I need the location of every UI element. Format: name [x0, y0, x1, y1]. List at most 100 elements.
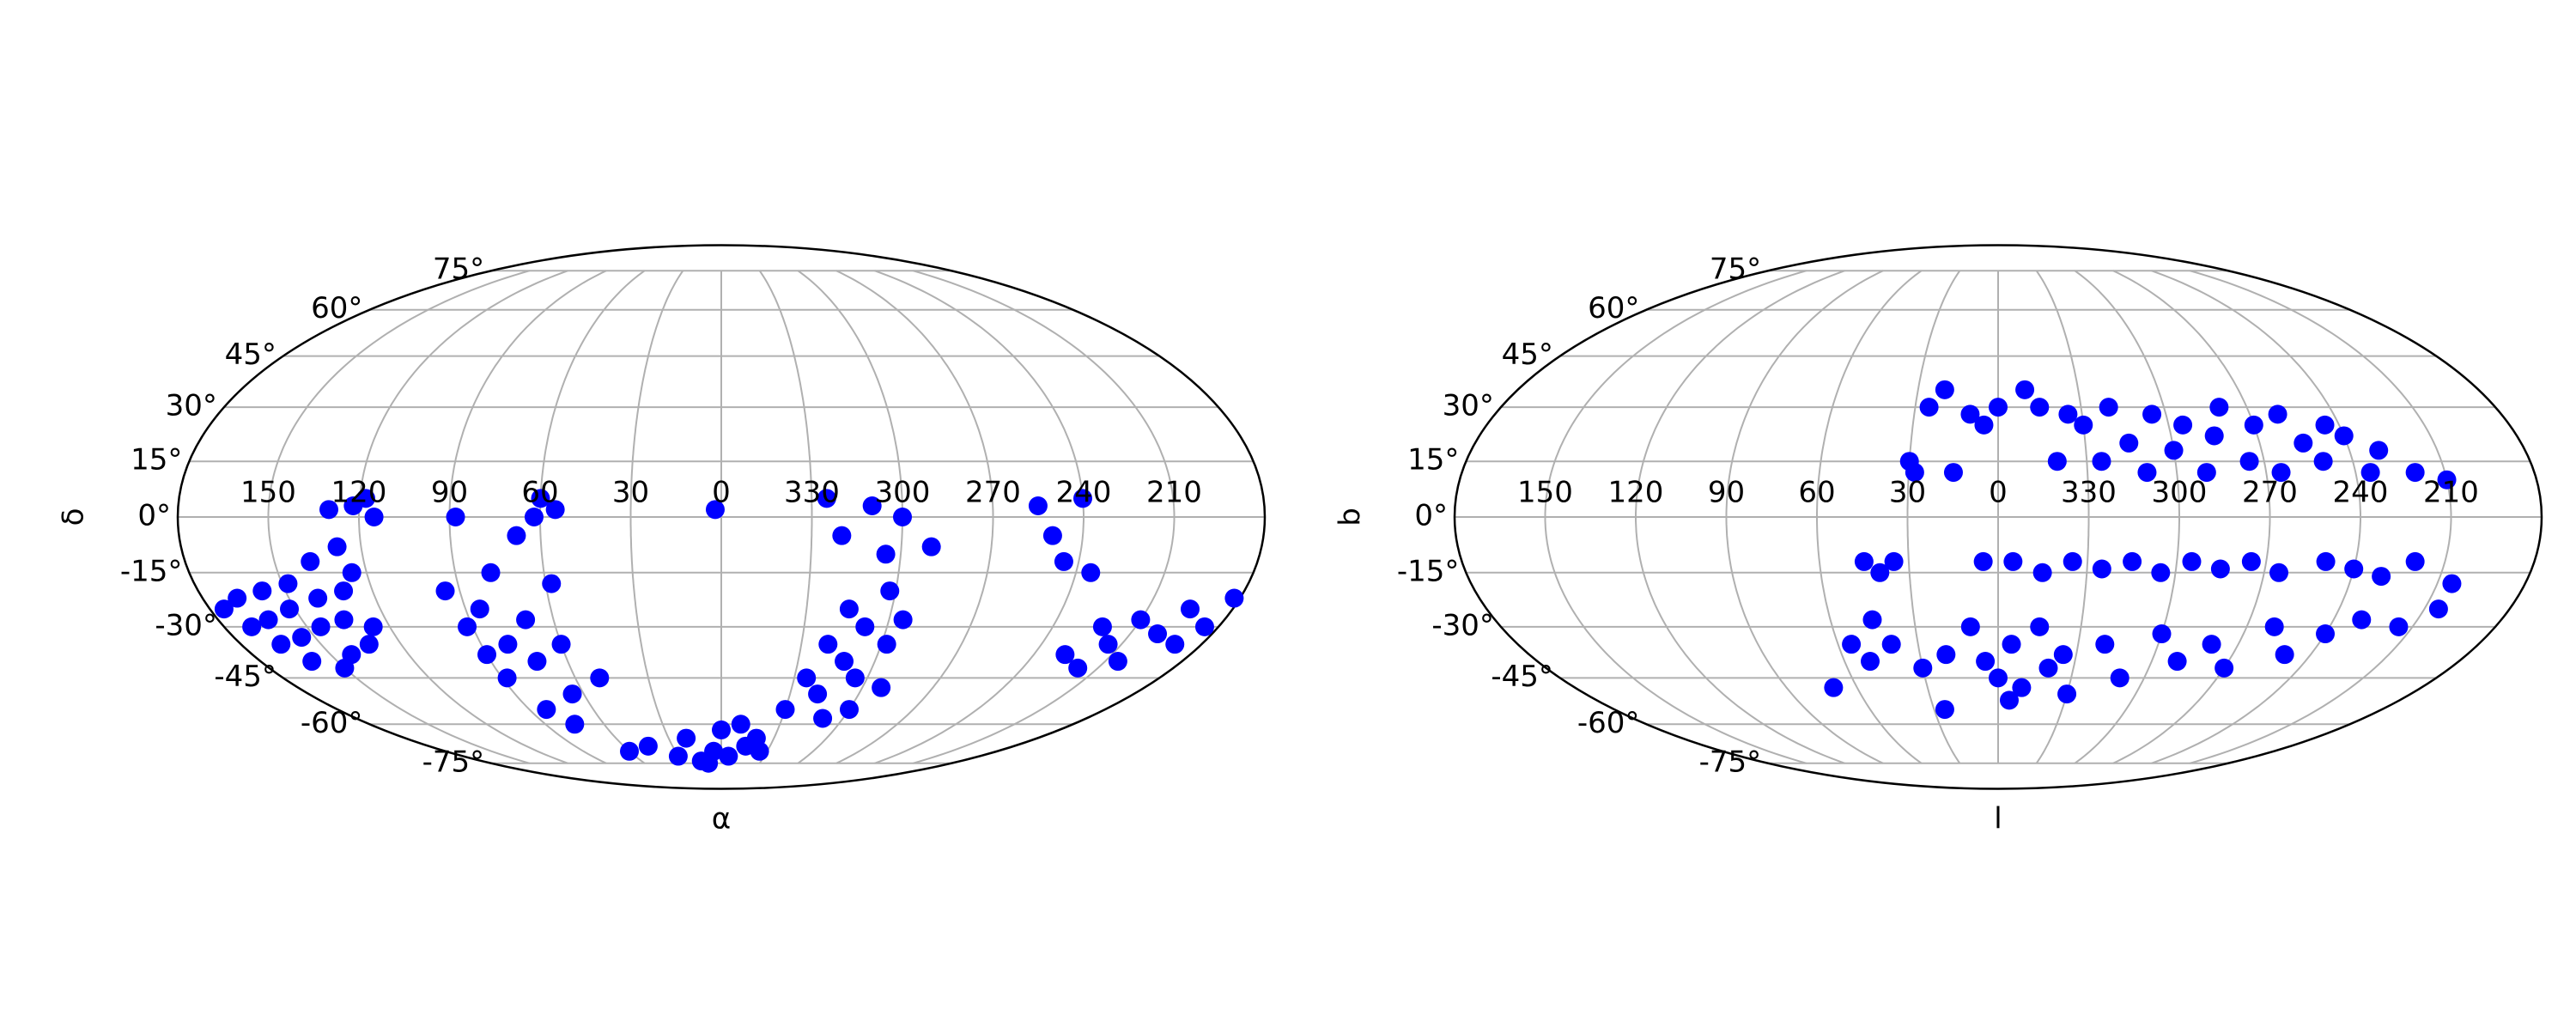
data-point: [862, 496, 882, 515]
data-point: [2315, 415, 2335, 435]
x-tick-label: 30: [1889, 476, 1926, 510]
data-point: [2057, 684, 2077, 704]
data-point: [893, 610, 913, 630]
data-point: [2167, 652, 2187, 672]
data-point: [839, 599, 859, 619]
y-tick-label: -60°: [1577, 706, 1640, 740]
data-point: [1028, 496, 1048, 515]
data-point: [470, 599, 489, 619]
data-point: [242, 617, 262, 636]
data-point: [880, 581, 900, 601]
x-tick-label: 0: [712, 476, 731, 510]
data-point: [2164, 441, 2184, 460]
data-point: [1165, 635, 1185, 654]
data-point: [2352, 610, 2372, 630]
data-point: [2293, 433, 2313, 453]
data-point: [818, 635, 838, 654]
data-point: [1081, 563, 1101, 582]
y-axis-label: δ: [57, 508, 91, 526]
data-point: [342, 645, 361, 665]
data-point: [2003, 551, 2023, 571]
data-point: [551, 635, 571, 654]
data-point: [832, 526, 852, 545]
grid-line: [758, 270, 813, 764]
data-point: [2110, 668, 2129, 688]
data-point: [2316, 551, 2336, 571]
data-point: [2437, 470, 2457, 490]
data-point: [775, 700, 795, 720]
x-tick-label: 120: [1608, 476, 1664, 510]
data-point: [2215, 658, 2234, 678]
data-point: [2405, 551, 2425, 571]
y-tick-label: 30°: [166, 389, 217, 423]
data-point: [2030, 617, 2050, 636]
y-tick-label: 15°: [1407, 443, 1459, 477]
x-tick-label: 30: [612, 476, 649, 510]
data-point: [1989, 668, 2008, 688]
data-point: [2173, 415, 2193, 435]
data-point: [2196, 463, 2216, 483]
data-point: [516, 610, 536, 630]
data-point: [507, 526, 526, 545]
map-boundary: [176, 244, 1267, 790]
data-point: [893, 508, 912, 526]
x-tick-label: 240: [1056, 476, 1112, 510]
data-point: [813, 709, 833, 728]
grid-line: [835, 270, 994, 764]
data-point: [280, 599, 300, 619]
grid-line: [2189, 270, 2452, 764]
data-point: [481, 563, 501, 582]
x-tick-label: 270: [2242, 476, 2298, 510]
y-tick-label: 30°: [1443, 389, 1494, 423]
grid-line: [912, 270, 1176, 764]
y-tick-label: -60°: [301, 706, 363, 740]
x-tick-label: 330: [784, 476, 840, 510]
data-point: [1194, 617, 1214, 636]
data-point: [292, 628, 312, 648]
data-point: [1180, 599, 1200, 619]
data-point: [2095, 635, 2115, 654]
y-tick-label: -45°: [214, 660, 276, 694]
data-point: [1854, 551, 1874, 571]
data-point: [677, 728, 696, 748]
x-tick-label: 150: [1517, 476, 1573, 510]
data-point: [334, 610, 354, 630]
x-tick-label: 210: [2423, 476, 2479, 510]
grid-line: [629, 270, 684, 764]
data-point: [876, 544, 896, 564]
data-point: [1976, 652, 1996, 672]
data-point: [2002, 635, 2021, 654]
data-point: [1861, 652, 1880, 672]
grid-line: [1725, 270, 1884, 764]
data-point: [311, 617, 331, 636]
data-point: [2053, 645, 2073, 665]
data-point: [2209, 398, 2229, 417]
y-tick-label: 60°: [311, 291, 362, 325]
x-tick-label: 210: [1146, 476, 1202, 510]
data-point: [356, 489, 376, 508]
x-axis-label: l: [1994, 802, 2002, 836]
data-point: [2275, 645, 2294, 665]
data-point: [699, 753, 719, 773]
data-point: [638, 736, 658, 756]
data-point: [712, 720, 731, 739]
data-point: [590, 668, 610, 688]
data-point: [719, 746, 738, 766]
x-tick-label: 150: [240, 476, 296, 510]
data-point: [817, 489, 836, 508]
x-axis-label: α: [712, 802, 731, 836]
data-point: [527, 652, 547, 672]
data-point: [835, 652, 854, 672]
data-point: [1870, 563, 1890, 582]
data-point: [302, 652, 322, 672]
data-point: [545, 500, 565, 520]
data-point: [1881, 635, 1901, 654]
y-tick-label: 75°: [433, 252, 484, 287]
data-point: [2123, 551, 2142, 571]
y-tick-label: -75°: [422, 745, 485, 779]
x-tick-label: 330: [2061, 476, 2117, 510]
data-point: [334, 581, 354, 601]
data-point: [2369, 441, 2389, 460]
data-point: [2239, 452, 2259, 471]
